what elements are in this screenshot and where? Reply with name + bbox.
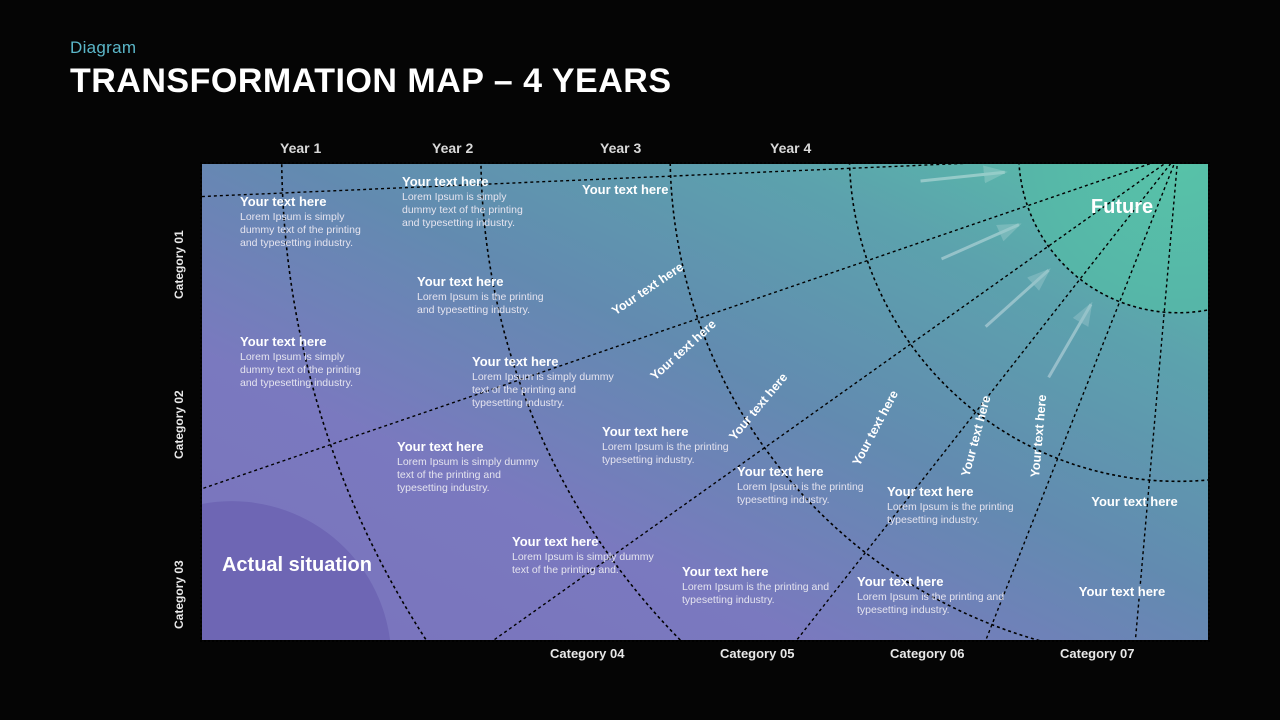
- cell-4: Your text here Lorem Ipsum is simply dumm…: [240, 334, 380, 390]
- anchor-future-label: Future: [1047, 196, 1197, 219]
- cell-10: Your text here: [1077, 494, 1192, 511]
- cell-0: Your text here Lorem Ipsum is simply dumm…: [240, 194, 380, 250]
- vcat-03: Category 03: [172, 540, 186, 650]
- vcat-02: Category 02: [172, 370, 186, 480]
- cell-body: Lorem Ipsum is the printing and typesett…: [857, 591, 1007, 617]
- year-label-4: Year 4: [770, 140, 811, 156]
- hcat-axis: Category 04 Category 05 Category 06 Categor…: [200, 646, 1210, 666]
- cell-title: Your text here: [737, 464, 887, 479]
- cell-body: Lorem Ipsum is the printing and typesett…: [682, 581, 832, 607]
- hcat-4: Category 04: [550, 646, 624, 661]
- transformation-map: Actual situation Future Your text hereLo…: [200, 162, 1210, 642]
- cell-title: Your text here: [857, 574, 1007, 589]
- cell-12: Your text here Lorem Ipsum is the printin…: [682, 564, 832, 607]
- cell-title: Your text here: [240, 194, 380, 209]
- vcat-01: Category 01: [172, 210, 186, 320]
- cell-title: Your text here: [1077, 494, 1192, 509]
- cell-title: Your text here: [887, 484, 1032, 499]
- cell-title: Your text here: [397, 439, 547, 454]
- cell-body: Lorem Ipsum is simply dummy text of the …: [512, 551, 662, 577]
- cell-title: Your text here: [512, 534, 662, 549]
- cell-body: Lorem Ipsum is simply dummy text of the …: [402, 191, 542, 230]
- cell-title: Your text here: [472, 354, 622, 369]
- hcat-5: Category 05: [720, 646, 794, 661]
- cell-title: Your text here: [582, 182, 712, 197]
- cell-14: Your text here: [1062, 584, 1182, 601]
- cell-body: Lorem Ipsum is simply dummy text of the …: [472, 371, 622, 410]
- cell-title: Your text here: [417, 274, 562, 289]
- cell-body: Lorem Ipsum is simply dummy text of the …: [397, 456, 547, 495]
- cell-body: Lorem Ipsum is simply dummy text of the …: [240, 211, 380, 250]
- cell-title: Your text here: [240, 334, 380, 349]
- pretitle: Diagram: [70, 38, 136, 58]
- year-label-1: Year 1: [280, 140, 321, 156]
- cell-body: Lorem Ipsum is the printing and typesett…: [417, 291, 562, 317]
- year-label-2: Year 2: [432, 140, 473, 156]
- cell-body: Lorem Ipsum is the printing typesetting …: [602, 441, 752, 467]
- cell-body: Lorem Ipsum is the printing typesetting …: [737, 481, 887, 507]
- slide-title: TRANSFORMATION MAP – 4 YEARS: [70, 62, 672, 101]
- cell-title: Your text here: [1062, 584, 1182, 599]
- hcat-7: Category 07: [1060, 646, 1134, 661]
- cell-6: Your text here Lorem Ipsum is simply dumm…: [397, 439, 547, 495]
- slide: Diagram TRANSFORMATION MAP – 4 YEARS Yea…: [0, 0, 1280, 720]
- cell-2: Your text here: [582, 182, 712, 199]
- chart-container: Year 1Year 2Year 3Year 4 Category 01 Cat…: [200, 140, 1210, 660]
- year-label-3: Year 3: [600, 140, 641, 156]
- cell-body: Lorem Ipsum is the printing typesetting …: [887, 501, 1032, 527]
- cell-1: Your text here Lorem Ipsum is simply dumm…: [402, 174, 542, 230]
- cell-3: Your text here Lorem Ipsum is the printin…: [417, 274, 562, 317]
- cell-9: Your text here Lorem Ipsum is the printin…: [887, 484, 1032, 527]
- year-axis: Year 1 Year 2 Year 3 Year 4: [200, 140, 1210, 160]
- cell-body: Lorem Ipsum is simply dummy text of the …: [240, 351, 380, 390]
- cell-11: Your text here Lorem Ipsum is simply dumm…: [512, 534, 662, 577]
- cell-title: Your text here: [402, 174, 542, 189]
- hcat-6: Category 06: [890, 646, 964, 661]
- cell-13: Your text here Lorem Ipsum is the printin…: [857, 574, 1007, 617]
- cell-5: Your text here Lorem Ipsum is simply dumm…: [472, 354, 622, 410]
- cell-title: Your text here: [682, 564, 832, 579]
- anchor-present-label: Actual situation: [217, 554, 377, 577]
- cell-8: Your text here Lorem Ipsum is the printin…: [737, 464, 887, 507]
